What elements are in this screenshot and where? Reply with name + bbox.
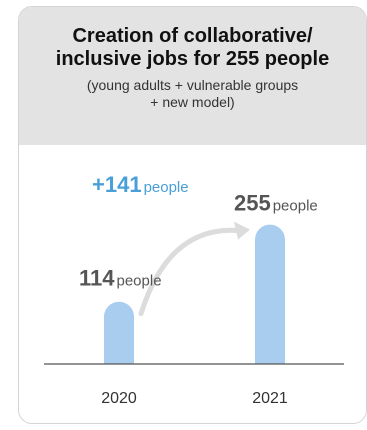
subtitle-line-2: + new model): [150, 94, 235, 110]
value-label-2021: 255 people: [234, 191, 318, 216]
value-number-2020: 114: [79, 266, 115, 291]
growth-arrow-curve: [138, 227, 243, 317]
x-tick-label-2021: 2021: [252, 390, 288, 407]
increase-number: +141: [92, 172, 142, 197]
bar-2021: [255, 224, 285, 364]
arrow-head-icon: [234, 221, 250, 240]
increase-annotation: +141 people: [92, 172, 189, 197]
infographic-card: Creation of collaborative/ inclusive job…: [18, 6, 367, 424]
chart-title: Creation of collaborative/ inclusive job…: [19, 25, 366, 71]
subtitle-line-1: (young adults + vulnerable groups: [86, 77, 299, 93]
title-line-2: inclusive jobs for 255 people: [55, 48, 330, 70]
bar-2020: [104, 301, 134, 364]
growth-arrow: [138, 221, 250, 317]
bars-layer: [104, 224, 285, 364]
increase-unit: people: [144, 179, 189, 196]
title-line-1: Creation of collaborative/: [72, 25, 313, 47]
chart-subtitle: (young adults + vulnerable groups + new …: [19, 77, 366, 111]
card-header: Creation of collaborative/ inclusive job…: [19, 7, 366, 145]
value-unit-2020: people: [117, 273, 162, 290]
value-unit-2021: people: [273, 198, 318, 215]
value-label-2020: 114 people: [79, 266, 162, 291]
value-number-2021: 255: [234, 191, 271, 216]
x-tick-label-2020: 2020: [101, 390, 137, 407]
